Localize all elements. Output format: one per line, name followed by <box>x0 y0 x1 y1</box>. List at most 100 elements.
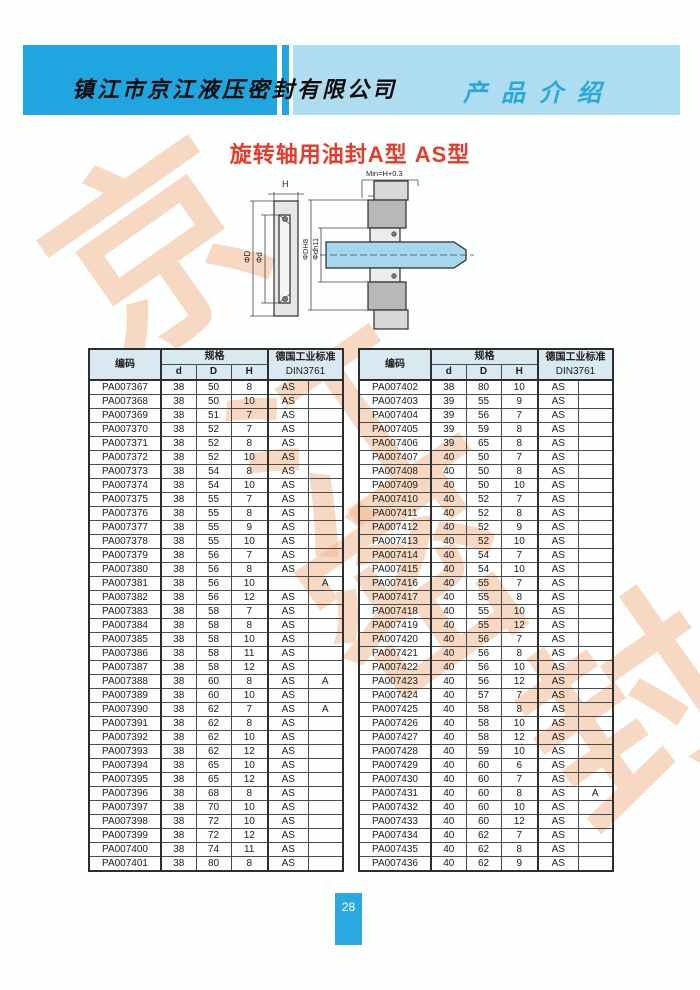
cell-D: 58 <box>465 730 502 745</box>
table-row: PA007396 38 68 8 AS <box>88 786 344 801</box>
cell-H: 12 <box>230 660 269 675</box>
dim-label-H-left: H <box>282 179 289 189</box>
cell-H: 8 <box>500 646 539 661</box>
table-row: PA007405 39 59 8 AS <box>358 422 614 437</box>
cell-standard: AS <box>267 674 309 689</box>
cell-standard: AS <box>267 800 309 815</box>
cell-H: 10 <box>500 562 539 577</box>
cell-code: PA007427 <box>358 730 432 745</box>
cell-H: 7 <box>230 422 269 437</box>
cell-code: PA007408 <box>358 464 432 479</box>
cell-type <box>577 660 614 675</box>
cell-D: 50 <box>195 379 232 395</box>
din-number-label: DIN3761 <box>285 365 326 377</box>
cell-type: A <box>307 674 344 689</box>
cell-type <box>307 744 344 759</box>
dim-label-phiDH8: ΦDH8 <box>301 239 310 260</box>
cell-d: 38 <box>160 520 197 535</box>
cell-D: 56 <box>465 632 502 647</box>
cell-d: 40 <box>430 674 467 689</box>
cell-d: 38 <box>160 828 197 843</box>
cell-D: 80 <box>195 856 232 872</box>
table-row: PA007400 38 74 11 AS <box>88 842 344 857</box>
cell-D: 52 <box>465 506 502 521</box>
cell-d: 40 <box>430 492 467 507</box>
cell-d: 40 <box>430 590 467 605</box>
table-row: PA007402 38 80 10 AS <box>358 379 614 395</box>
cell-H: 10 <box>500 534 539 549</box>
cell-H: 8 <box>230 436 269 451</box>
cell-H: 8 <box>230 618 269 633</box>
cell-standard: AS <box>267 590 309 605</box>
cell-code: PA007392 <box>88 730 162 745</box>
cell-d: 40 <box>430 702 467 717</box>
cell-D: 62 <box>195 716 232 731</box>
cell-D: 54 <box>465 548 502 563</box>
cell-type <box>307 660 344 675</box>
cell-H: 11 <box>230 646 269 661</box>
cell-H: 8 <box>230 562 269 577</box>
cell-d: 40 <box>430 744 467 759</box>
cell-code: PA007421 <box>358 646 432 661</box>
col-header-D: D <box>195 364 232 381</box>
cell-code: PA007431 <box>358 786 432 801</box>
cell-standard: AS <box>537 422 579 437</box>
table-row: PA007404 39 56 7 AS <box>358 408 614 423</box>
seal-section-view: H ΦD Φd <box>243 179 304 317</box>
cell-standard: AS <box>267 716 309 731</box>
cell-d: 38 <box>160 632 197 647</box>
cell-code: PA007405 <box>358 422 432 437</box>
section-title: 产品介绍 <box>463 78 615 107</box>
cell-D: 60 <box>195 674 232 689</box>
cell-D: 56 <box>195 562 232 577</box>
cell-d: 38 <box>160 548 197 563</box>
cell-H: 12 <box>500 730 539 745</box>
cell-type <box>307 758 344 773</box>
col-header-din: 德国工业标准 DIN3761 <box>267 348 344 381</box>
cell-d: 38 <box>160 478 197 493</box>
cell-d: 38 <box>160 646 197 661</box>
cell-standard: AS <box>537 674 579 689</box>
cell-H: 7 <box>230 548 269 563</box>
cell-standard: AS <box>537 646 579 661</box>
cell-d: 38 <box>160 506 197 521</box>
table-row: PA007427 40 58 12 AS <box>358 730 614 745</box>
cell-d: 40 <box>430 646 467 661</box>
cell-code: PA007402 <box>358 379 432 395</box>
cell-code: PA007376 <box>88 506 162 521</box>
table-row: PA007367 38 50 8 AS <box>88 379 344 395</box>
table-row: PA007390 38 62 7 AS A <box>88 702 344 717</box>
cell-standard: AS <box>537 688 579 703</box>
table-row: PA007425 40 58 8 AS <box>358 702 614 717</box>
cell-d: 40 <box>430 464 467 479</box>
col-header-d: d <box>160 364 197 381</box>
cell-type: A <box>307 702 344 717</box>
cell-code: PA007380 <box>88 562 162 577</box>
cell-H: 8 <box>500 436 539 451</box>
header-band-divider <box>282 45 289 115</box>
cell-code: PA007373 <box>88 464 162 479</box>
cell-type <box>577 688 614 703</box>
cell-type <box>577 744 614 759</box>
cell-d: 38 <box>160 702 197 717</box>
cell-H: 8 <box>500 786 539 801</box>
cell-code: PA007414 <box>358 548 432 563</box>
cell-H: 12 <box>230 590 269 605</box>
cell-standard: AS <box>267 520 309 535</box>
cell-D: 62 <box>195 702 232 717</box>
cell-standard: AS <box>267 786 309 801</box>
col-header-D: D <box>465 364 502 381</box>
dim-label-phid: Φd <box>255 252 264 263</box>
table-row: PA007423 40 56 12 AS <box>358 674 614 689</box>
col-header-code: 编码 <box>88 348 162 381</box>
cell-type <box>307 450 344 465</box>
cell-code: PA007381 <box>88 576 162 591</box>
cell-type <box>307 730 344 745</box>
cell-D: 56 <box>195 590 232 605</box>
cell-standard: AS <box>537 604 579 619</box>
cell-H: 10 <box>230 814 269 829</box>
oil-seal-diagram: H ΦD Φd Min=H+0.3 H <box>243 169 474 330</box>
cell-D: 68 <box>195 786 232 801</box>
cell-standard: AS <box>267 730 309 745</box>
cell-code: PA007391 <box>88 716 162 731</box>
